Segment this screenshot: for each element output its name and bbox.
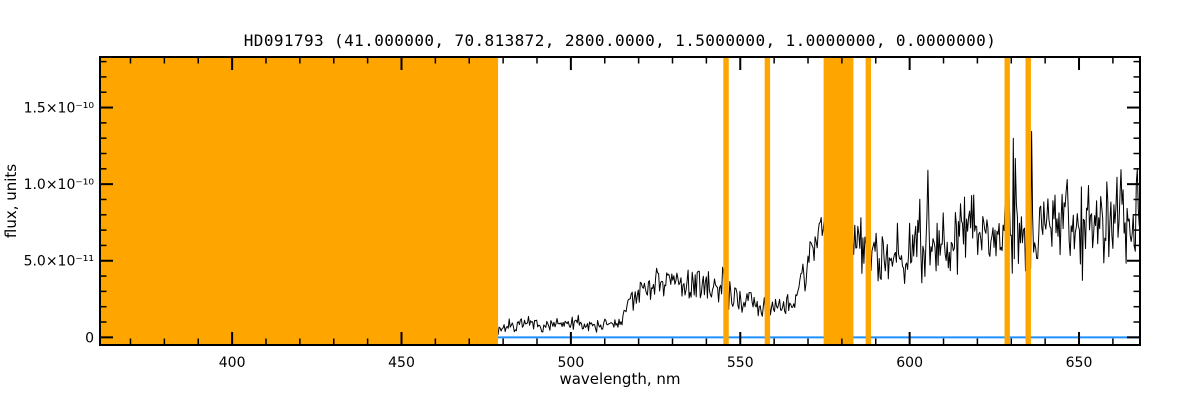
y-tick-label: 0 [85, 330, 94, 346]
masked-band [1004, 57, 1010, 345]
plot-title: HD091793 (41.000000, 70.813872, 2800.000… [244, 31, 996, 50]
masked-band [865, 57, 872, 345]
masked-band [723, 57, 729, 345]
spectrum-trace [497, 130, 1140, 336]
masked-band [1025, 57, 1031, 345]
axes-frame [99, 56, 1141, 346]
x-tick-labels: 400 450 500 550 600 650 [219, 355, 1093, 371]
y-tick-label: 1.5×10⁻¹⁰ [24, 101, 95, 117]
masked-band [764, 57, 771, 345]
spectrum-path [497, 130, 1140, 336]
orange-masked-bands [100, 57, 1031, 345]
x-tick-label: 650 [1066, 355, 1093, 371]
x-tick-label: 450 [388, 355, 415, 371]
x-tick-label: 400 [219, 355, 246, 371]
y-tick-labels: 0 5.0×10⁻¹¹ 1.0×10⁻¹⁰ 1.5×10⁻¹⁰ [24, 101, 95, 347]
x-axis-label: wavelength, nm [559, 370, 680, 388]
masked-band [823, 57, 854, 345]
y-axis-label: flux, units [2, 164, 20, 238]
x-tick-label: 500 [558, 355, 585, 371]
frame-rect [99, 56, 1141, 346]
x-tick-label: 550 [727, 355, 754, 371]
y-tick-label: 1.0×10⁻¹⁰ [24, 177, 95, 193]
masked-band [100, 57, 499, 345]
axis-ticks [100, 57, 1140, 345]
x-tick-label: 600 [896, 355, 923, 371]
y-tick-label: 5.0×10⁻¹¹ [24, 254, 94, 270]
